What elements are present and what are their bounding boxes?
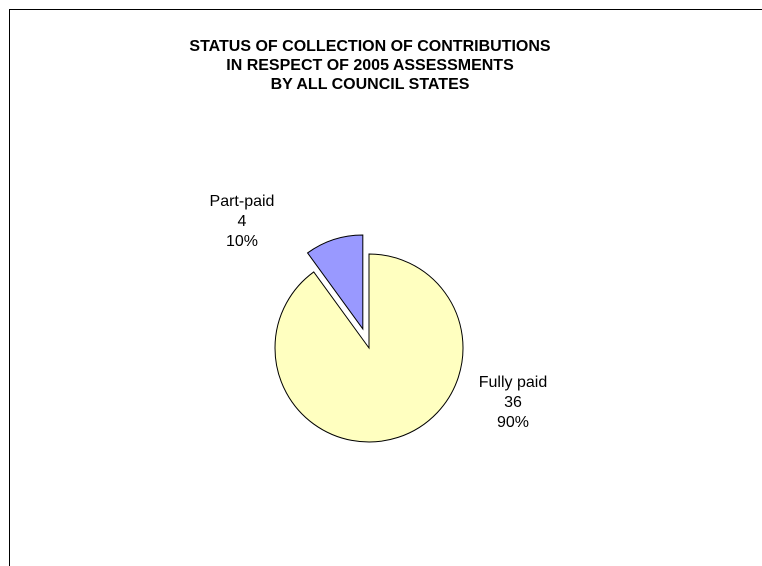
chart-title-line-1: STATUS OF COLLECTION OF CONTRIBUTIONS <box>189 38 551 55</box>
fully-paid-value: 36 <box>504 394 522 411</box>
slice-label-part-paid: Part-paid 4 10% <box>210 193 275 250</box>
pie-slice-part-paid <box>306 234 364 331</box>
chart-title-line-3: BY ALL COUNCIL STATES <box>270 76 470 93</box>
pie-slices <box>274 234 464 443</box>
part-paid-value: 4 <box>238 213 247 230</box>
chart-title-line-2: IN RESPECT OF 2005 ASSESSMENTS <box>226 57 514 74</box>
fully-paid-percent: 90% <box>497 414 529 431</box>
part-paid-label: Part-paid <box>210 193 275 210</box>
part-paid-percent: 10% <box>226 233 258 250</box>
chart-title: STATUS OF COLLECTION OF CONTRIBUTIONS IN… <box>160 37 580 94</box>
fully-paid-label: Fully paid <box>479 374 547 391</box>
pie-slice-fully-paid <box>274 253 464 443</box>
slice-label-fully-paid: Fully paid 36 90% <box>479 374 547 431</box>
